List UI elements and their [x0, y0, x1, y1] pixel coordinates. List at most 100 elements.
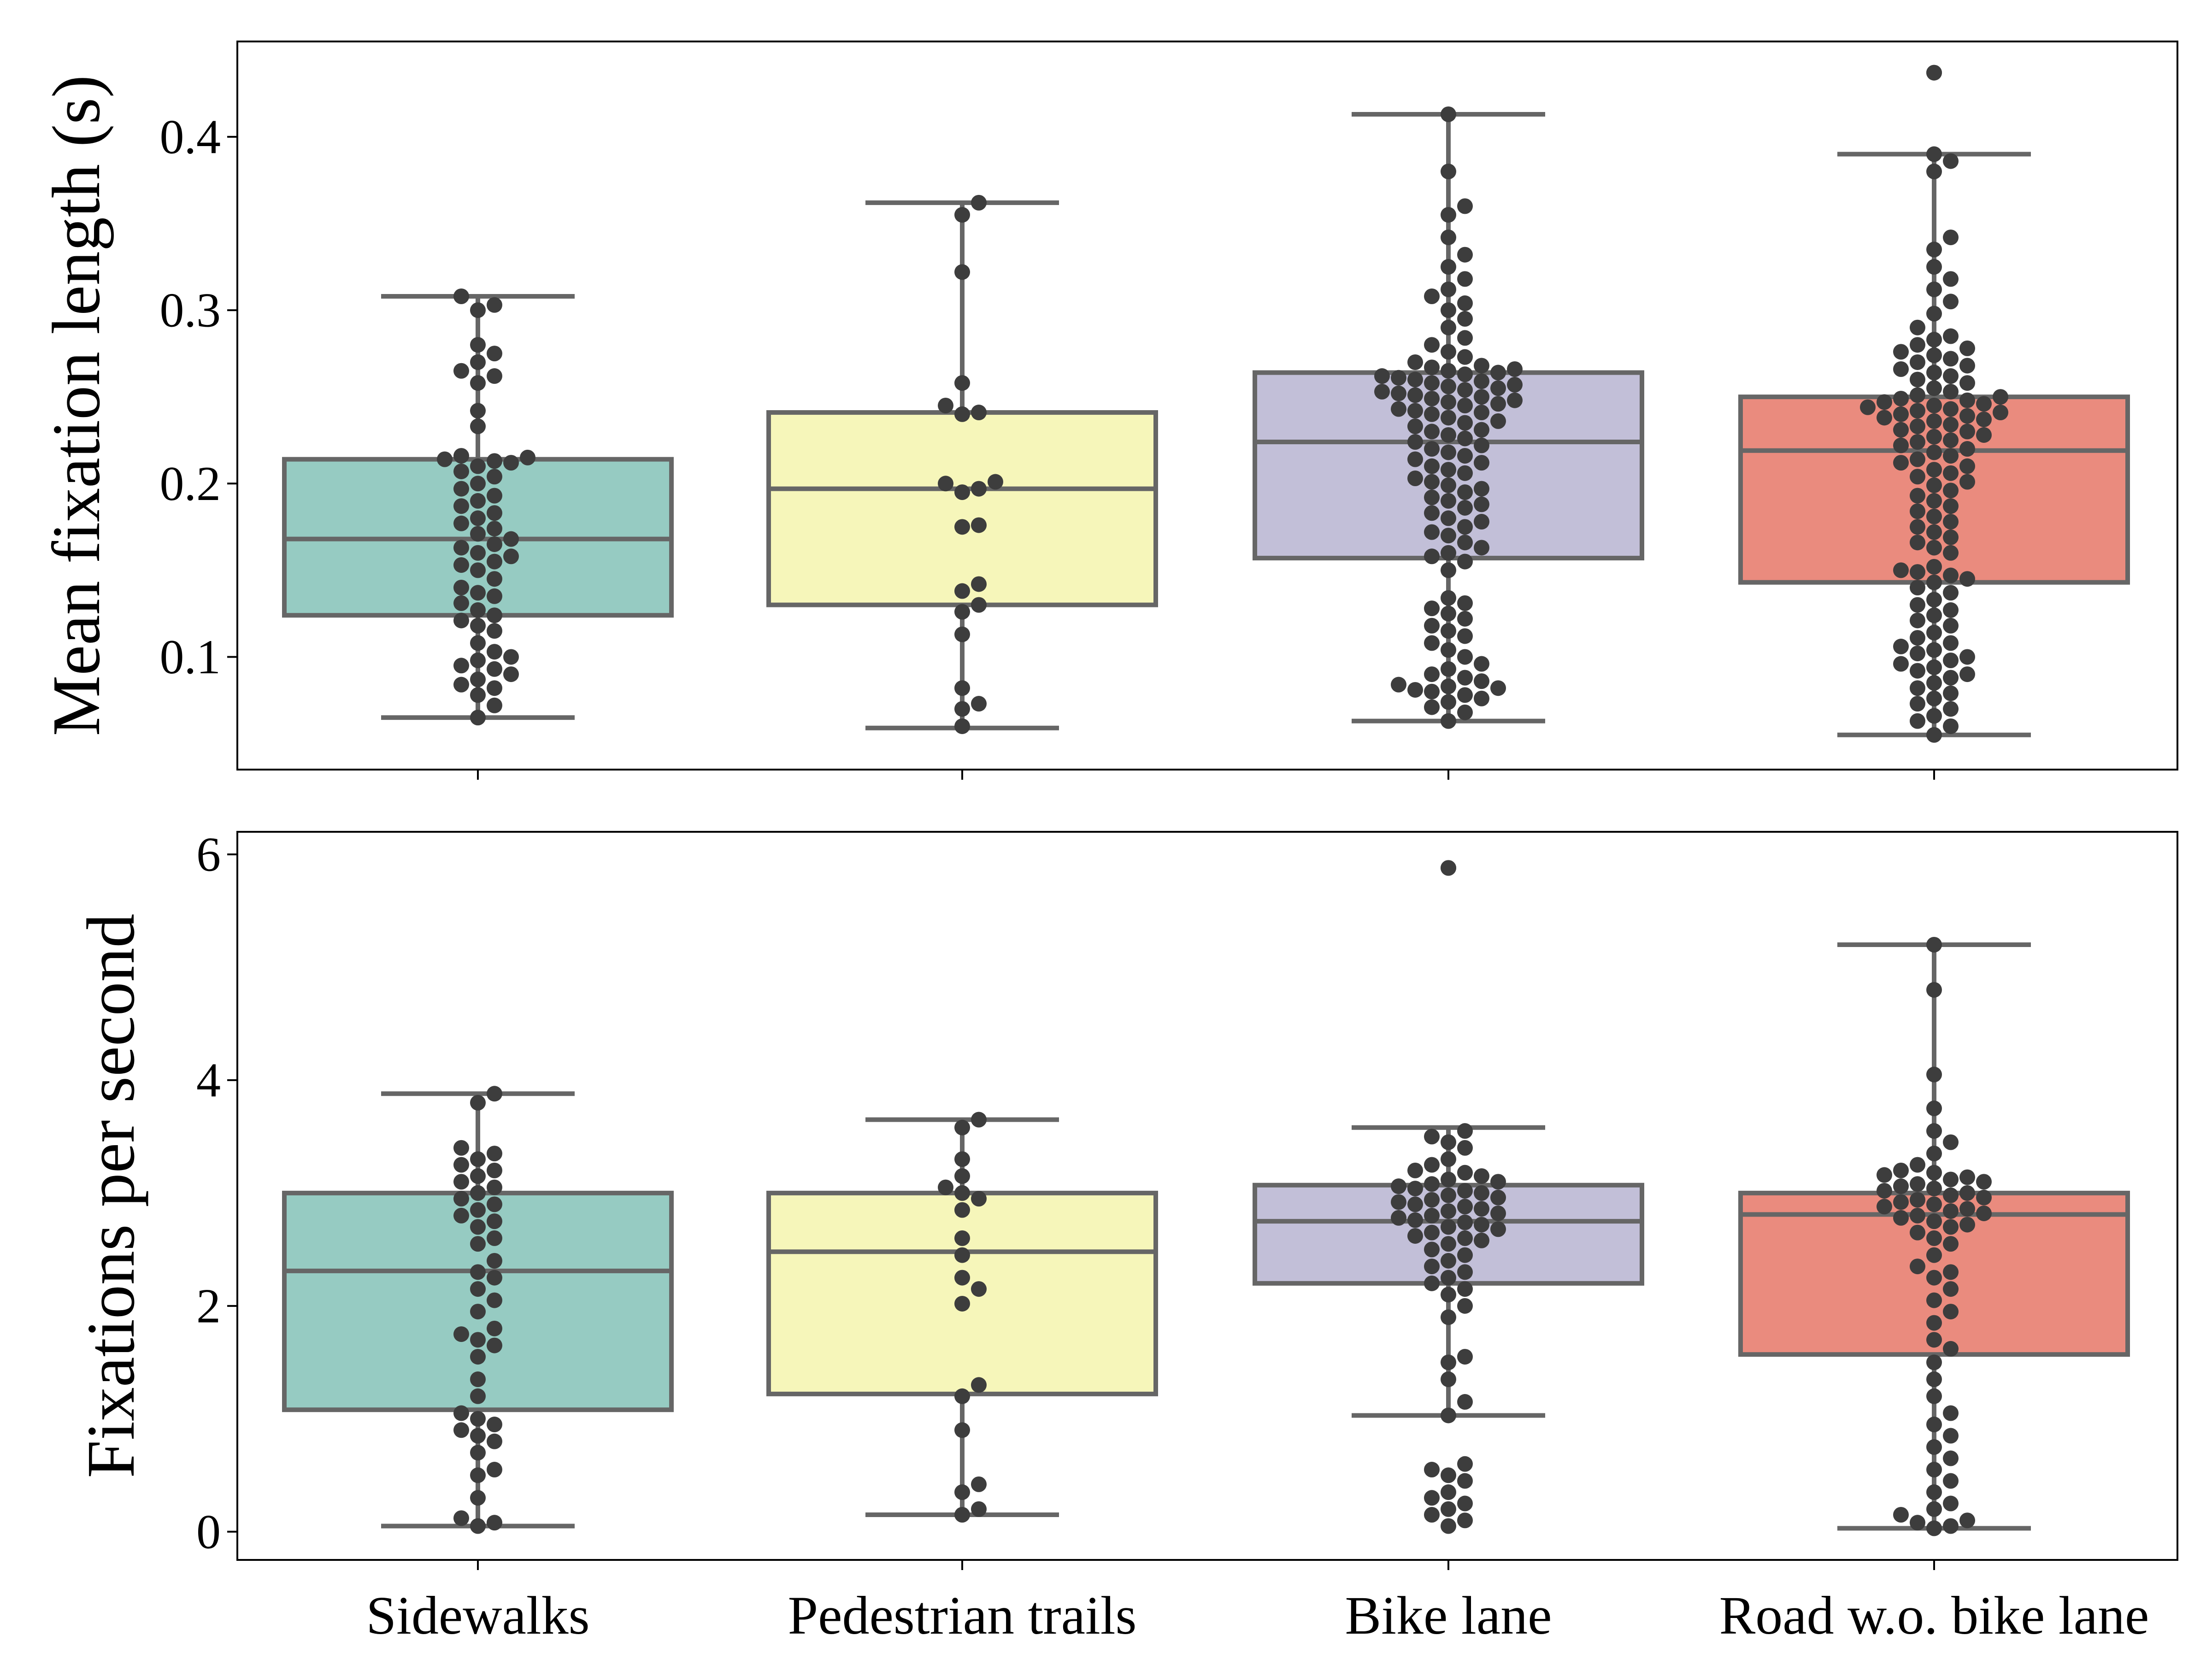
- data-point-bottom-2: [1457, 1394, 1473, 1410]
- data-point-bottom-2: [1457, 1495, 1473, 1512]
- data-point-top-3: [1943, 448, 1959, 464]
- data-point-bottom-3: [1943, 1428, 1959, 1444]
- data-point-top-0: [503, 531, 519, 547]
- data-point-bottom-1: [954, 1270, 970, 1286]
- data-point-bottom-2: [1441, 1501, 1456, 1517]
- data-point-bottom-3: [1943, 1450, 1959, 1466]
- data-point-bottom-3: [1926, 936, 1942, 953]
- data-point-bottom-2: [1441, 1151, 1456, 1167]
- data-point-top-2: [1424, 699, 1440, 715]
- data-point-bottom-0: [487, 1417, 502, 1433]
- box-bottom-1: [766, 1190, 1158, 1396]
- data-point-top-0: [487, 536, 502, 552]
- data-point-top-2: [1474, 690, 1489, 706]
- data-point-top-3: [1910, 713, 1925, 729]
- data-point-top-3: [1926, 444, 1942, 460]
- data-point-top-0: [487, 521, 502, 537]
- data-point-top-2: [1490, 396, 1506, 412]
- data-point-top-0: [470, 302, 486, 318]
- data-point-bottom-3: [1910, 1192, 1925, 1208]
- data-point-bottom-0: [470, 1428, 486, 1444]
- data-point-top-2: [1441, 106, 1456, 122]
- data-point-bottom-0: [470, 1185, 486, 1201]
- data-point-bottom-3: [1926, 1354, 1942, 1371]
- y-tick-label-top-1: 0.2: [160, 457, 221, 511]
- data-point-bottom-2: [1457, 1298, 1473, 1314]
- data-point-top-3: [1943, 701, 1959, 717]
- data-point-top-3: [1943, 653, 1959, 668]
- data-point-top-3: [1910, 680, 1925, 696]
- data-point-top-0: [453, 557, 469, 573]
- data-point-bottom-3: [1976, 1189, 1992, 1206]
- data-point-bottom-2: [1441, 1236, 1456, 1252]
- data-point-bottom-3: [1926, 1196, 1942, 1212]
- data-point-bottom-3: [1893, 1210, 1909, 1226]
- data-point-bottom-3: [1926, 1165, 1942, 1181]
- data-point-bottom-0: [470, 1219, 486, 1235]
- data-point-top-0: [487, 346, 502, 362]
- data-point-top-3: [1943, 368, 1959, 384]
- data-point-top-0: [470, 687, 486, 703]
- y-tick-label-top-2: 0.3: [160, 283, 221, 337]
- data-point-bottom-2: [1424, 1259, 1440, 1275]
- data-point-top-1: [971, 481, 987, 497]
- data-point-top-2: [1457, 704, 1473, 720]
- data-point-top-1: [954, 406, 970, 422]
- data-point-top-2: [1474, 422, 1489, 438]
- data-point-top-0: [487, 553, 502, 570]
- data-point-top-1: [988, 474, 1003, 490]
- data-point-top-1: [938, 476, 953, 492]
- data-point-bottom-3: [1943, 1236, 1959, 1252]
- data-point-bottom-3: [1926, 1371, 1942, 1388]
- data-point-bottom-0: [470, 1371, 486, 1388]
- data-point-top-3: [1959, 666, 1975, 682]
- data-point-bottom-3: [1959, 1185, 1975, 1201]
- data-point-top-0: [437, 451, 453, 467]
- data-point-top-2: [1441, 394, 1456, 410]
- data-point-top-3: [1910, 535, 1925, 551]
- data-point-bottom-3: [1877, 1199, 1892, 1215]
- data-point-top-2: [1424, 474, 1440, 490]
- data-point-bottom-3: [1926, 1332, 1942, 1348]
- data-point-bottom-0: [453, 1174, 469, 1190]
- data-point-bottom-2: [1441, 1309, 1456, 1325]
- data-point-top-3: [1910, 469, 1925, 485]
- data-point-bottom-0: [470, 1445, 486, 1461]
- data-point-bottom-2: [1457, 1456, 1473, 1472]
- data-point-top-2: [1457, 448, 1473, 464]
- data-point-top-3: [1893, 437, 1909, 453]
- data-point-top-2: [1407, 418, 1423, 435]
- data-point-top-0: [470, 403, 486, 419]
- data-point-top-2: [1457, 295, 1473, 312]
- data-point-bottom-2: [1391, 1210, 1406, 1226]
- data-point-top-3: [1910, 630, 1925, 646]
- plot-frame-bottom: [236, 831, 2178, 1561]
- data-point-top-0: [470, 337, 486, 353]
- data-point-bottom-0: [487, 1179, 502, 1195]
- data-point-top-1: [954, 375, 970, 391]
- data-point-top-2: [1407, 434, 1423, 450]
- data-point-bottom-0: [453, 1157, 469, 1173]
- data-point-top-3: [1910, 696, 1925, 712]
- data-point-bottom-1: [954, 1168, 970, 1184]
- data-point-top-0: [487, 623, 502, 639]
- data-point-top-3: [1910, 580, 1925, 595]
- data-point-top-3: [1943, 417, 1959, 433]
- data-point-bottom-2: [1441, 1219, 1456, 1235]
- data-point-top-2: [1424, 683, 1440, 700]
- data-point-bottom-0: [470, 1388, 486, 1404]
- data-point-top-3: [1926, 146, 1942, 162]
- data-point-top-2: [1441, 642, 1456, 658]
- data-point-bottom-0: [470, 1304, 486, 1320]
- data-point-top-3: [1943, 401, 1959, 417]
- data-point-top-2: [1474, 514, 1489, 530]
- data-point-top-2: [1374, 368, 1390, 384]
- data-point-top-2: [1407, 682, 1423, 698]
- data-point-bottom-0: [487, 1086, 502, 1102]
- data-point-top-3: [1943, 328, 1959, 344]
- data-point-top-2: [1424, 458, 1440, 474]
- data-point-top-3: [1910, 337, 1925, 353]
- data-point-top-2: [1457, 595, 1473, 611]
- data-point-top-3: [1926, 574, 1942, 590]
